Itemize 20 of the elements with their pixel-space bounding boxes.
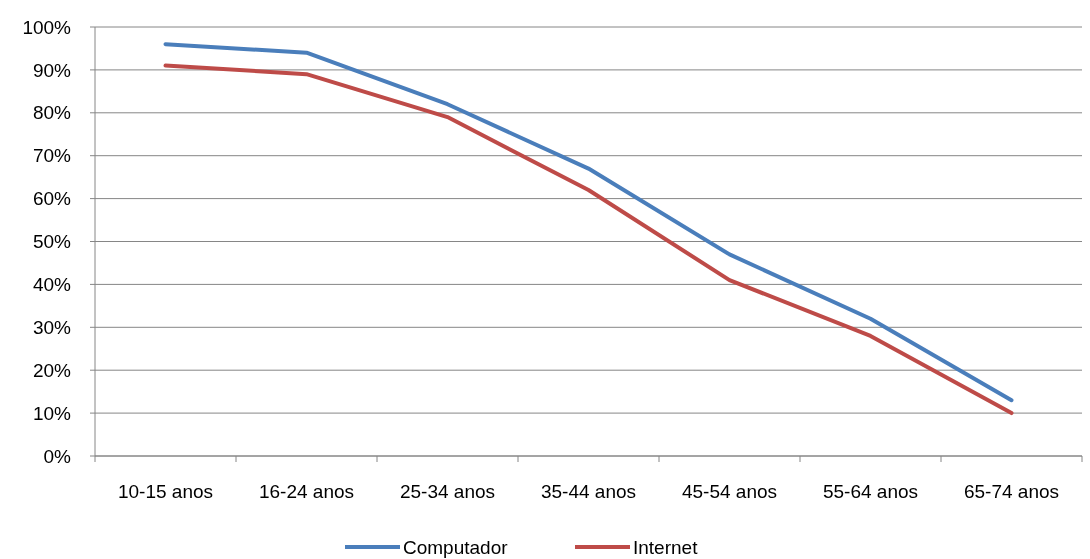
legend-label: Computador [403, 536, 509, 558]
y-tick-label: 30% [32, 316, 72, 338]
x-tick-label: 65-74 anos [963, 481, 1060, 502]
x-tick-label: 10-15 anos [117, 481, 214, 502]
x-tick-label: 45-54 anos [681, 481, 778, 502]
y-tick-label: 80% [32, 102, 72, 124]
y-tick-label: 70% [32, 145, 72, 167]
x-tick-label: 35-44 anos [540, 481, 637, 502]
y-tick-label: 10% [32, 402, 72, 424]
x-tick-label: 16-24 anos [258, 481, 355, 502]
y-tick-label: 90% [32, 59, 72, 81]
x-tick-label: 25-34 anos [399, 481, 496, 502]
y-tick-label: 60% [32, 188, 72, 210]
x-tick-label: 55-64 anos [822, 481, 919, 502]
y-tick-label: 0% [43, 445, 72, 467]
legend-label: Internet [633, 536, 699, 558]
y-tick-label: 40% [32, 274, 72, 296]
y-tick-label: 20% [32, 359, 72, 381]
y-tick-label: 50% [32, 231, 72, 253]
y-tick-label: 100% [22, 16, 72, 38]
